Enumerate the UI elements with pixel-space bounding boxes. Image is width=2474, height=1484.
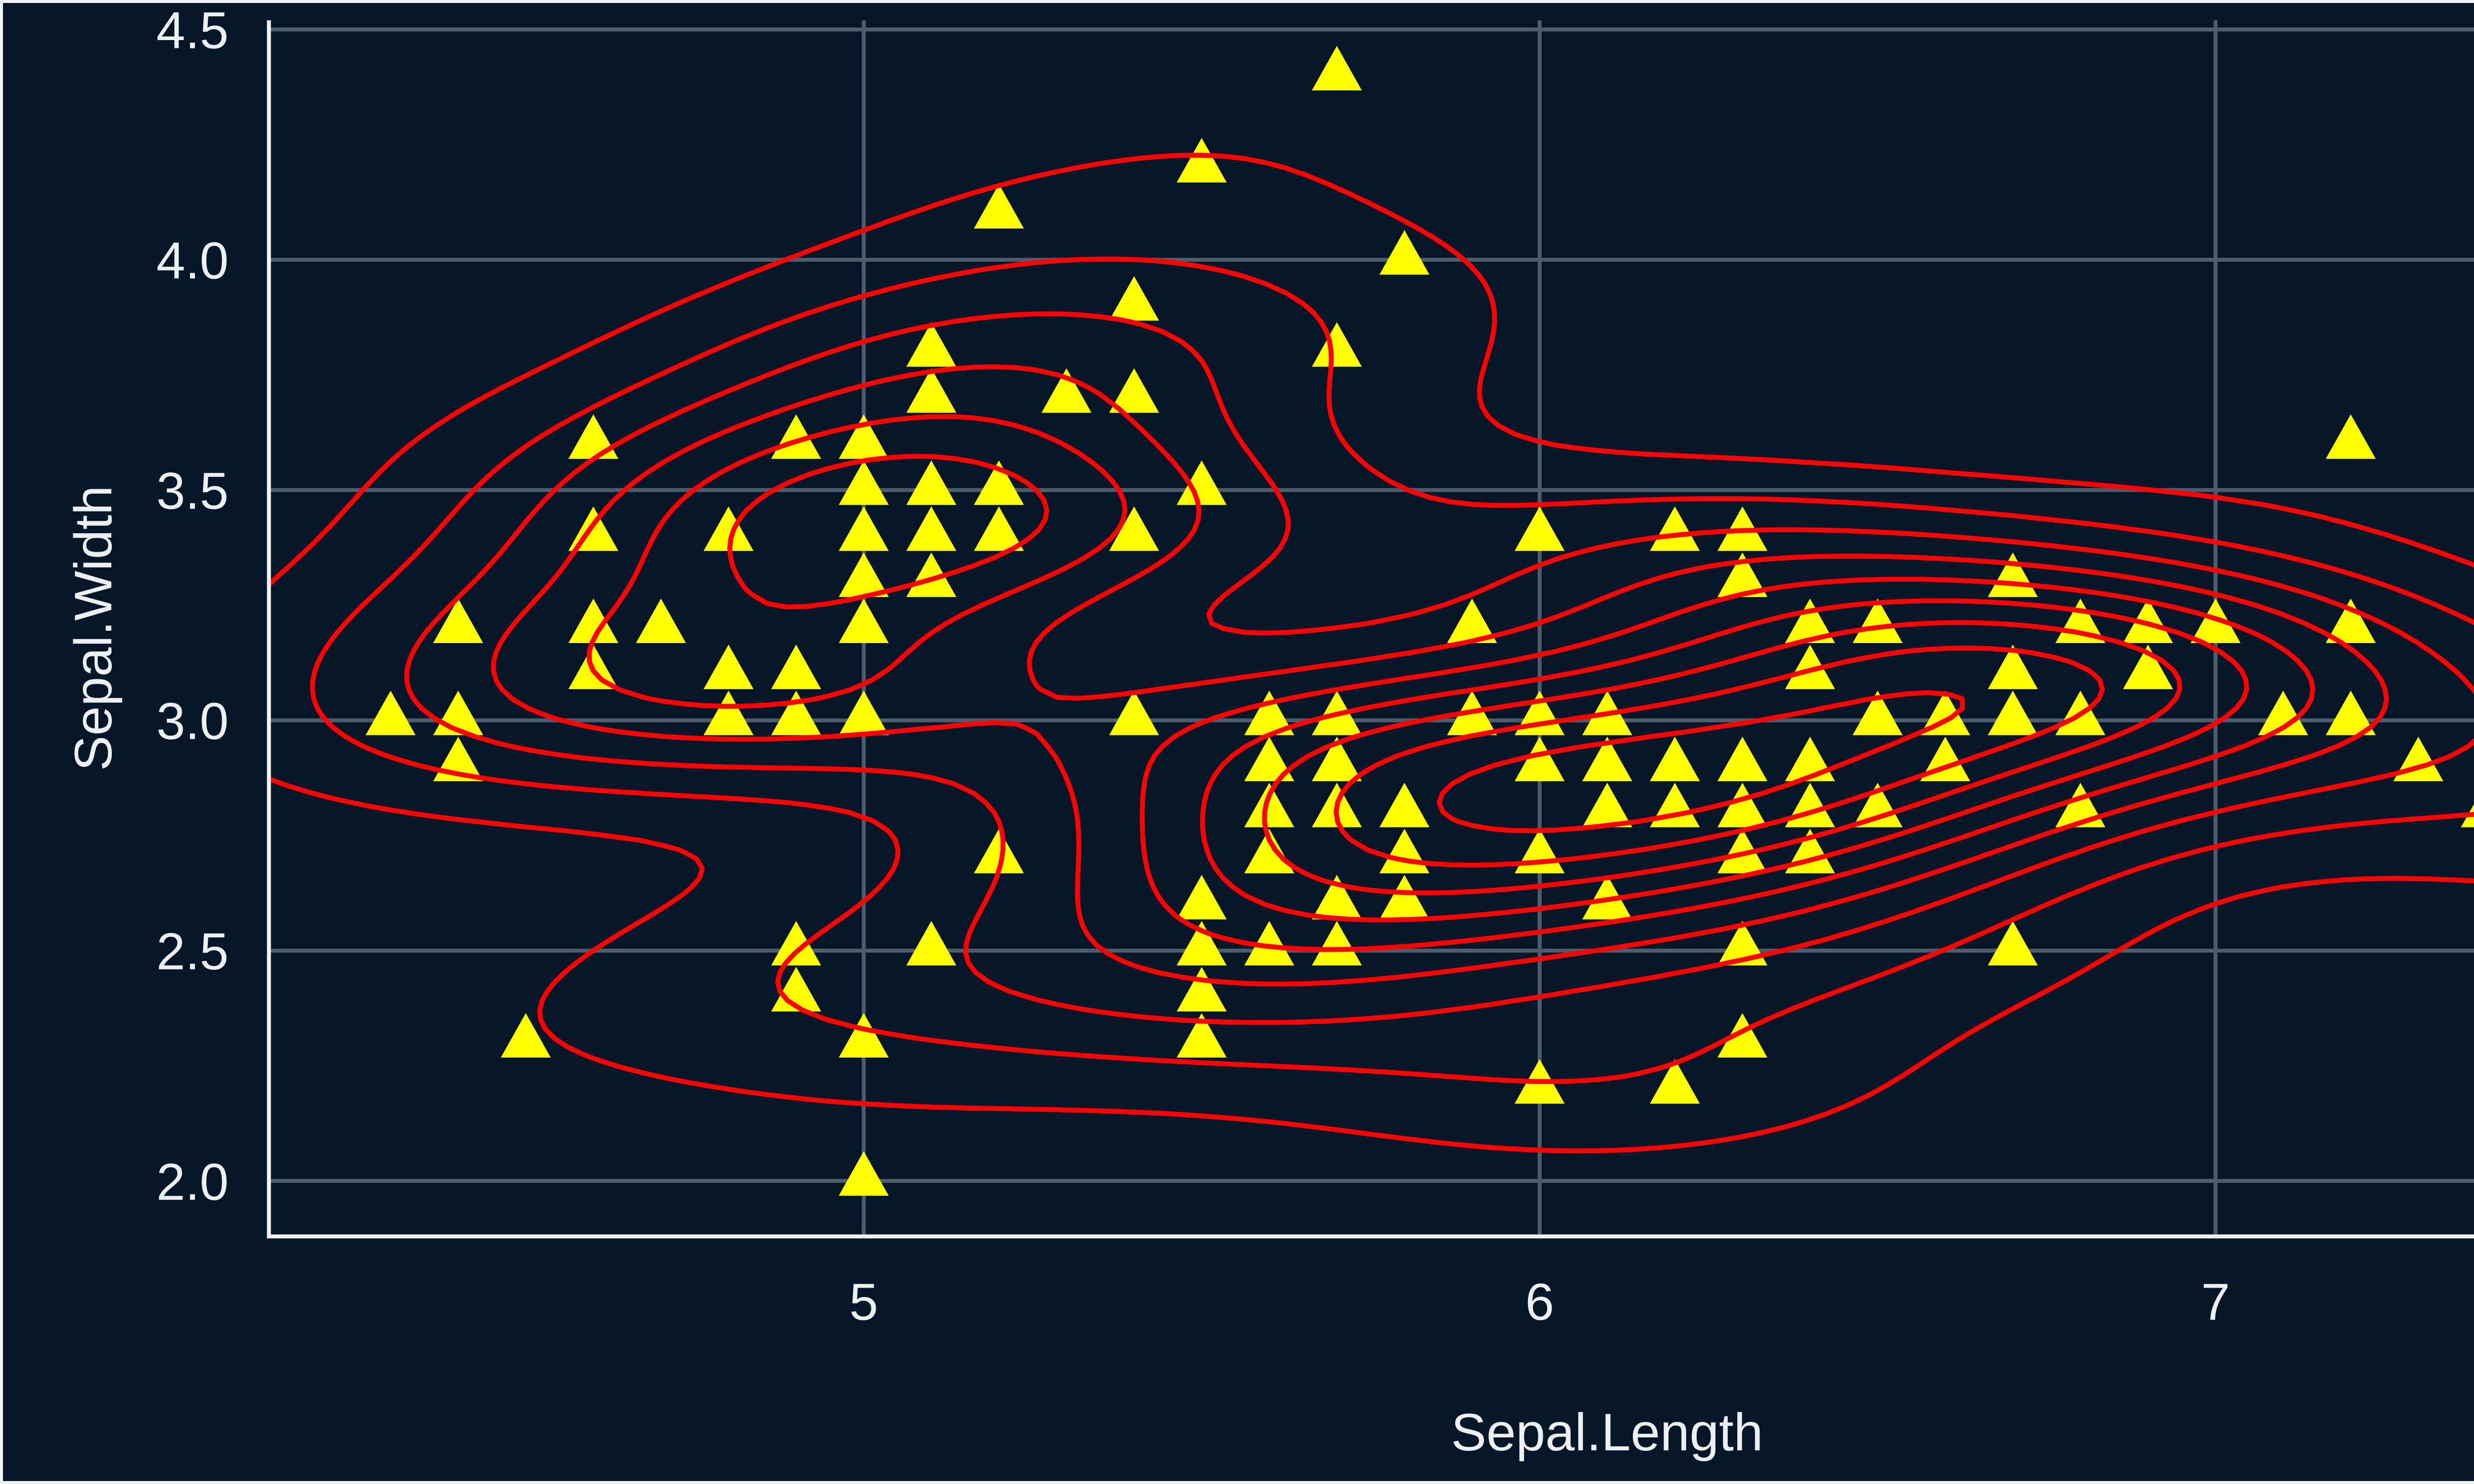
data-point-triangles: [365, 46, 2474, 1196]
y-tick-label: 3.5: [156, 463, 229, 520]
y-axis-title: Sepal.Width: [63, 486, 123, 771]
x-tick-label: 5: [849, 1273, 878, 1331]
scatter-points: [365, 46, 2474, 1196]
density-contour-lines: [269, 152, 2474, 1154]
y-axis-tick-labels: 2.0 2.5 3.0 3.5 4.0 4.5: [156, 2, 229, 1211]
y-tick-label: 2.5: [156, 923, 229, 981]
x-axis-tick-labels: 5678: [849, 1273, 2230, 1331]
x-axis-title: Sepal.Length: [1451, 1402, 1763, 1462]
density-contours: [269, 152, 2474, 1154]
y-tick-label: 3.0: [156, 693, 229, 750]
x-tick-label: 6: [1525, 1273, 1554, 1331]
y-tick-label: 4.5: [156, 2, 229, 60]
x-tick-label: 7: [2201, 1273, 2230, 1331]
y-tick-label: 4.0: [156, 232, 229, 290]
y-tick-label: 2.0: [156, 1153, 229, 1211]
